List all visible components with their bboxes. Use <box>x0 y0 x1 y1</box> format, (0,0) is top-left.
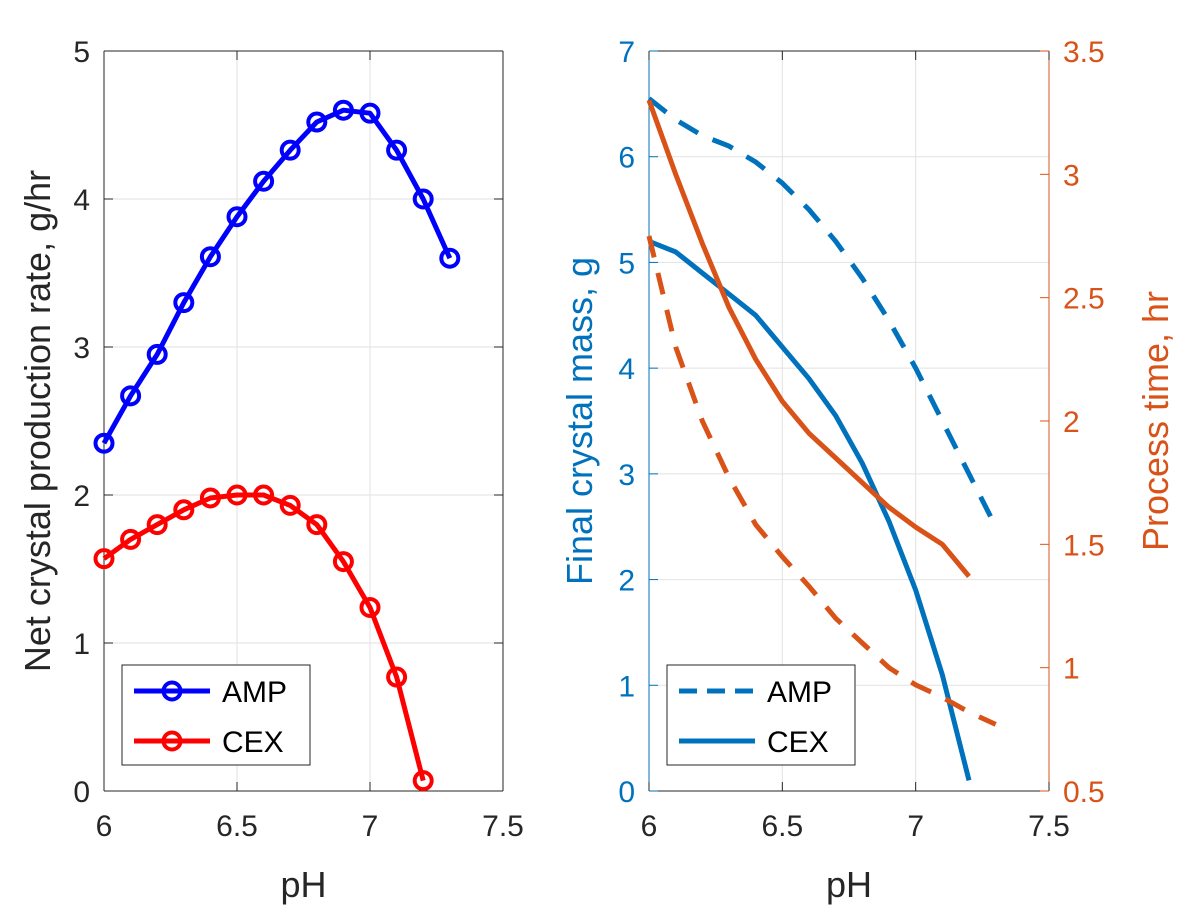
x-tick-label: 6.5 <box>216 810 258 843</box>
data-point-amp <box>439 247 461 269</box>
y-axis-label: Net crystal production rate, g/hr <box>17 170 58 672</box>
y-right-tick-label: 3.5 <box>1063 36 1105 69</box>
legend-box <box>666 664 856 766</box>
data-point-cex <box>412 770 434 792</box>
x-tick-label: 7 <box>907 810 924 843</box>
y-axis-right-label: Process time, hr <box>1135 291 1176 551</box>
y-tick-label: 1 <box>618 670 635 703</box>
left-chart: 6 6.5 7 7.5 0 1 2 3 4 5 pH Net crystal production r… <box>17 36 524 905</box>
y-tick-label: 2 <box>73 480 90 513</box>
y-tick-label: 6 <box>618 142 635 175</box>
x-tick-label: 7.5 <box>1028 810 1070 843</box>
y-tick-label: 5 <box>618 247 635 280</box>
data-point-amp <box>173 292 195 314</box>
data-point-amp <box>332 99 354 121</box>
y-axis-label: Final crystal mass, g <box>559 257 600 585</box>
y-right-tick-label: 0.5 <box>1063 776 1105 809</box>
y-right-tick-label: 3 <box>1063 159 1080 192</box>
series-line-cex <box>102 492 426 782</box>
legend-label: CEX <box>767 726 829 759</box>
y-tick-label: 0 <box>618 776 635 809</box>
data-point-amp <box>253 170 275 192</box>
data-point-amp <box>306 111 328 133</box>
data-point-cex <box>279 494 301 516</box>
data-point-amp <box>226 206 248 228</box>
y-right-tick-label: 1 <box>1063 653 1080 686</box>
y-right-tick-label: 1.5 <box>1063 529 1105 562</box>
y-tick-label: 3 <box>618 459 635 492</box>
legend-label: CEX <box>222 726 284 759</box>
x-axis-label: pH <box>280 864 326 905</box>
data-point-cex <box>93 548 115 570</box>
data-point-amp <box>412 188 434 210</box>
data-point-cex <box>146 514 168 536</box>
data-point-cex <box>226 484 248 506</box>
y-tick-label: 5 <box>73 36 90 69</box>
y-right-tick-label: 2.5 <box>1063 283 1105 316</box>
right-chart: 6 6.5 7 7.5 0 1 2 3 4 5 6 7 0.5 1 1.5 2 2.5 3 3.5 pH Final c… <box>559 36 1176 905</box>
data-point-cex <box>253 484 275 506</box>
y-tick-label: 3 <box>73 332 90 365</box>
series-line-cex <box>648 238 972 782</box>
x-tick-label: 6 <box>96 810 113 843</box>
legend-marker <box>161 680 183 702</box>
x-tick-label: 6 <box>641 810 658 843</box>
x-tick-label: 7 <box>362 810 379 843</box>
y-tick-label: 2 <box>618 565 635 598</box>
x-tick-label: 7.5 <box>482 810 524 843</box>
legend-label: AMP <box>767 676 832 709</box>
data-point-cex <box>359 596 381 618</box>
data-point-amp <box>199 246 221 268</box>
data-point-cex <box>199 487 221 509</box>
y-tick-label: 7 <box>618 36 635 69</box>
series-line-series-3 <box>646 99 971 578</box>
y-tick-label: 0 <box>73 776 90 809</box>
data-point-amp <box>386 139 408 161</box>
data-point-amp <box>359 102 381 124</box>
y-right-tick-label: 2 <box>1063 406 1080 439</box>
data-point-amp <box>120 385 142 407</box>
data-point-cex <box>120 528 142 550</box>
legend-box <box>121 664 311 766</box>
data-point-amp <box>279 139 301 161</box>
y-tick-label: 1 <box>73 628 90 661</box>
data-point-amp <box>146 343 168 365</box>
data-point-cex <box>306 514 328 536</box>
x-tick-label: 6.5 <box>761 810 803 843</box>
data-point-cex <box>386 666 408 688</box>
y-tick-label: 4 <box>73 184 90 217</box>
series-line-amp <box>647 96 998 528</box>
y-tick-label: 4 <box>618 353 635 386</box>
legend-label: AMP <box>222 676 287 709</box>
data-point-cex <box>332 551 354 573</box>
x-axis-label: pH <box>826 864 872 905</box>
data-point-amp <box>93 432 115 454</box>
series-line-series-2 <box>646 235 997 727</box>
data-point-cex <box>173 499 195 521</box>
legend-marker <box>161 730 183 752</box>
